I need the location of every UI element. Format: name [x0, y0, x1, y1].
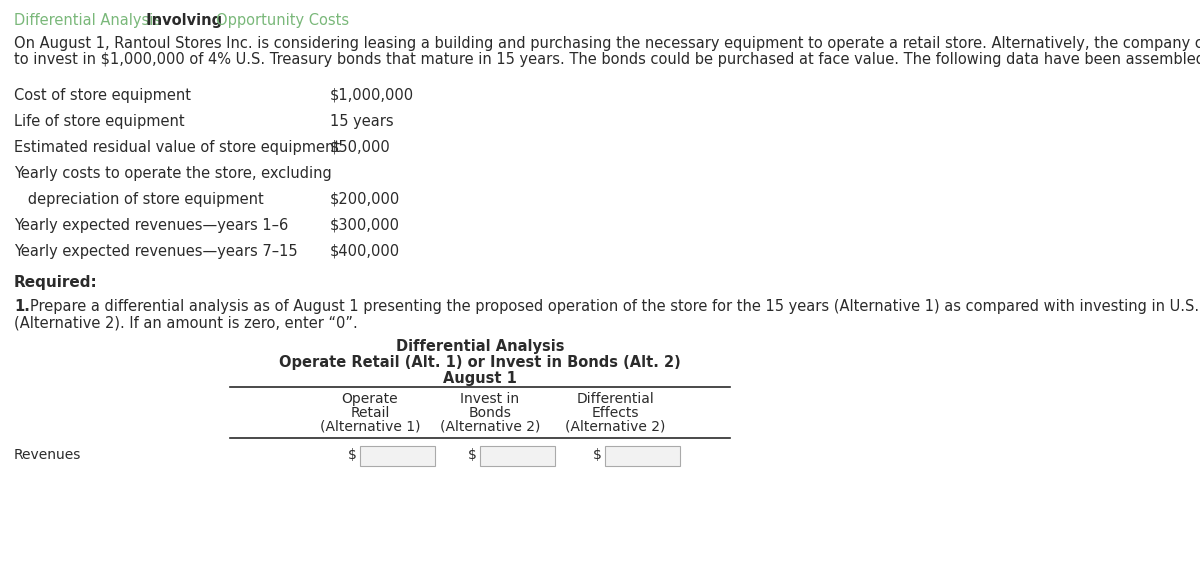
Text: Required:: Required: — [14, 275, 97, 290]
Text: $: $ — [593, 448, 602, 462]
Text: to invest in $1,000,000 of 4% U.S. Treasury bonds that mature in 15 years. The b: to invest in $1,000,000 of 4% U.S. Treas… — [14, 52, 1200, 67]
Text: Estimated residual value of store equipment: Estimated residual value of store equipm… — [14, 140, 340, 155]
Text: Yearly expected revenues—years 1–6: Yearly expected revenues—years 1–6 — [14, 218, 288, 233]
Text: Operate Retail (Alt. 1) or Invest in Bonds (Alt. 2): Operate Retail (Alt. 1) or Invest in Bon… — [280, 355, 680, 370]
Text: $400,000: $400,000 — [330, 244, 400, 259]
Text: $: $ — [348, 448, 358, 462]
FancyBboxPatch shape — [480, 446, 554, 466]
Text: Operate: Operate — [342, 392, 398, 406]
Text: (Alternative 2): (Alternative 2) — [440, 420, 540, 434]
Text: Cost of store equipment: Cost of store equipment — [14, 88, 191, 103]
Text: Retail: Retail — [350, 406, 390, 420]
Text: Yearly costs to operate the store, excluding: Yearly costs to operate the store, exclu… — [14, 166, 331, 181]
FancyBboxPatch shape — [605, 446, 680, 466]
FancyBboxPatch shape — [360, 446, 436, 466]
Text: (Alternative 2): (Alternative 2) — [565, 420, 665, 434]
Text: Bonds: Bonds — [468, 406, 511, 420]
Text: (Alternative 2). If an amount is zero, enter “0”.: (Alternative 2). If an amount is zero, e… — [14, 315, 358, 330]
Text: Revenues: Revenues — [14, 448, 82, 462]
Text: Involving: Involving — [142, 13, 227, 28]
Text: Yearly expected revenues—years 7–15: Yearly expected revenues—years 7–15 — [14, 244, 298, 259]
Text: (Alternative 1): (Alternative 1) — [319, 420, 420, 434]
Text: Opportunity Costs: Opportunity Costs — [216, 13, 349, 28]
Text: Life of store equipment: Life of store equipment — [14, 114, 185, 129]
Text: $50,000: $50,000 — [330, 140, 391, 155]
Text: depreciation of store equipment: depreciation of store equipment — [14, 192, 264, 207]
Text: 1.: 1. — [14, 299, 30, 314]
Text: Differential Analysis: Differential Analysis — [396, 339, 564, 354]
Text: Differential: Differential — [576, 392, 654, 406]
Text: Invest in: Invest in — [461, 392, 520, 406]
Text: Effects: Effects — [592, 406, 638, 420]
Text: $200,000: $200,000 — [330, 192, 401, 207]
Text: $1,000,000: $1,000,000 — [330, 88, 414, 103]
Text: On August 1, Rantoul Stores Inc. is considering leasing a building and purchasin: On August 1, Rantoul Stores Inc. is cons… — [14, 36, 1200, 51]
Text: $300,000: $300,000 — [330, 218, 400, 233]
Text: August 1: August 1 — [443, 371, 517, 386]
Text: Differential Analysis: Differential Analysis — [14, 13, 161, 28]
Text: Prepare a differential analysis as of August 1 presenting the proposed operation: Prepare a differential analysis as of Au… — [30, 299, 1200, 314]
Text: $: $ — [468, 448, 478, 462]
Text: 15 years: 15 years — [330, 114, 394, 129]
